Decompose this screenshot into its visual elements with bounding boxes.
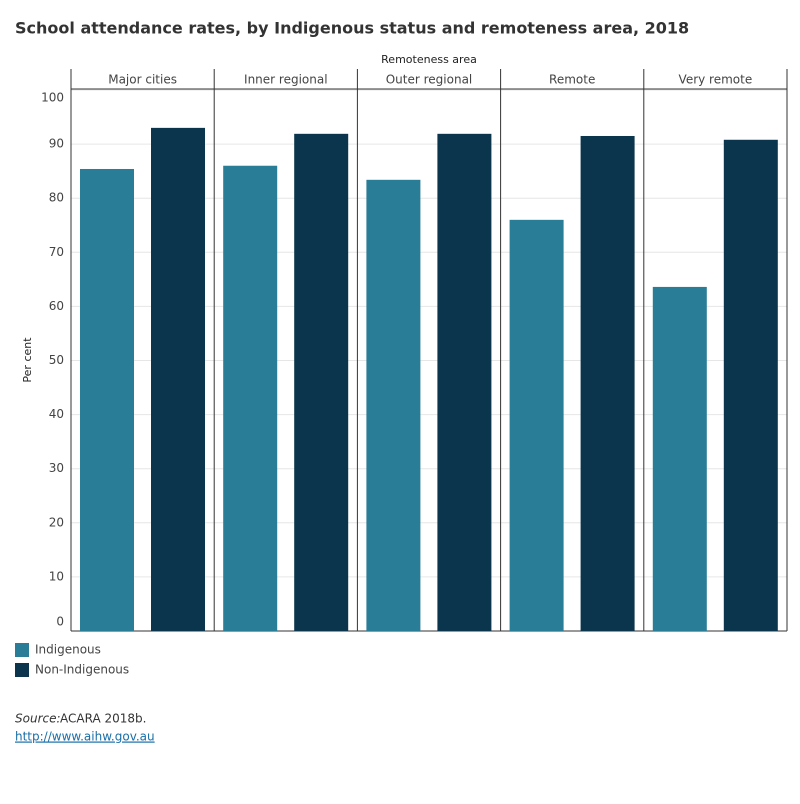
panel-label: Major cities <box>108 73 177 87</box>
bar <box>366 179 421 631</box>
y-axis-title: Per cent <box>21 337 34 383</box>
panel-label: Outer regional <box>386 73 473 87</box>
bar <box>151 127 205 632</box>
panel-label: Very remote <box>679 73 753 87</box>
chart-title: School attendance rates, by Indigenous s… <box>15 19 689 38</box>
bar <box>580 135 635 632</box>
y-tick-label: 30 <box>49 461 64 475</box>
legend-label: Indigenous <box>35 643 101 657</box>
y-tick-label: 60 <box>49 299 64 313</box>
source-text: ACARA 2018b. <box>60 712 146 726</box>
bar <box>723 139 778 631</box>
y-tick-label: 10 <box>49 569 64 583</box>
y-tick-label: 0 <box>56 615 64 629</box>
x-axis-title: Remoteness area <box>381 53 477 66</box>
bar <box>437 133 492 632</box>
y-tick-label: 40 <box>49 407 64 421</box>
y-tick-label: 70 <box>49 245 64 259</box>
y-tick-label: 50 <box>49 353 64 367</box>
legend-label: Non-Indigenous <box>35 663 129 677</box>
y-tick-label: 90 <box>49 137 64 151</box>
y-tick-label: 80 <box>49 191 64 205</box>
source-link[interactable]: http://www.aihw.gov.au <box>15 730 155 744</box>
legend-swatch <box>15 663 29 677</box>
y-tick-label: 100 <box>41 91 64 105</box>
bar <box>652 286 707 631</box>
panel-label: Inner regional <box>244 73 328 87</box>
bar <box>223 165 278 632</box>
y-tick-label: 20 <box>49 515 64 529</box>
panel-label: Remote <box>549 73 595 87</box>
bar <box>80 168 134 631</box>
bar <box>509 219 564 631</box>
bar <box>294 133 349 632</box>
source-label: Source: <box>15 712 61 726</box>
legend-swatch <box>15 643 29 657</box>
